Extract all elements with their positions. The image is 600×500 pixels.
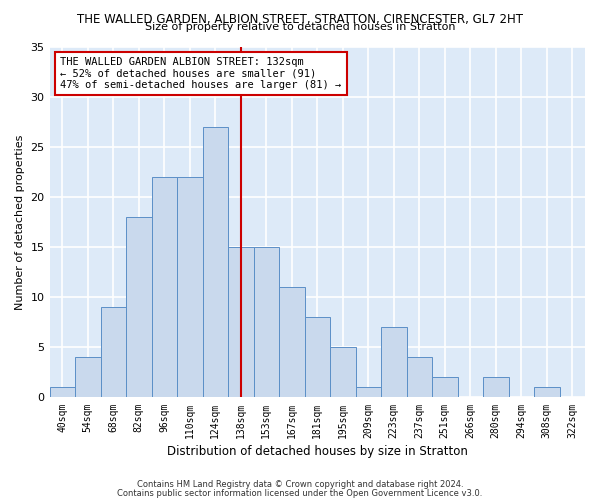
Y-axis label: Number of detached properties: Number of detached properties (15, 134, 25, 310)
Bar (126, 217, 152, 398)
Bar (305, 317, 330, 398)
Bar (432, 378, 458, 398)
Bar (50, 388, 75, 398)
Bar (534, 388, 560, 398)
Bar (279, 287, 305, 398)
Text: THE WALLED GARDEN, ALBION STREET, STRATTON, CIRENCESTER, GL7 2HT: THE WALLED GARDEN, ALBION STREET, STRATT… (77, 12, 523, 26)
Bar (407, 358, 432, 398)
Bar (254, 247, 279, 398)
Text: Contains public sector information licensed under the Open Government Licence v3: Contains public sector information licen… (118, 488, 482, 498)
Text: Contains HM Land Registry data © Crown copyright and database right 2024.: Contains HM Land Registry data © Crown c… (137, 480, 463, 489)
Text: THE WALLED GARDEN ALBION STREET: 132sqm
← 52% of detached houses are smaller (91: THE WALLED GARDEN ALBION STREET: 132sqm … (60, 57, 341, 90)
Text: Size of property relative to detached houses in Stratton: Size of property relative to detached ho… (145, 22, 455, 32)
Bar (203, 126, 228, 398)
X-axis label: Distribution of detached houses by size in Stratton: Distribution of detached houses by size … (167, 444, 468, 458)
Bar (228, 247, 254, 398)
Bar (356, 388, 381, 398)
Bar (483, 378, 509, 398)
Bar (381, 328, 407, 398)
Bar (75, 358, 101, 398)
Bar (330, 348, 356, 398)
Bar (101, 307, 126, 398)
Bar (152, 177, 177, 398)
Bar (177, 177, 203, 398)
